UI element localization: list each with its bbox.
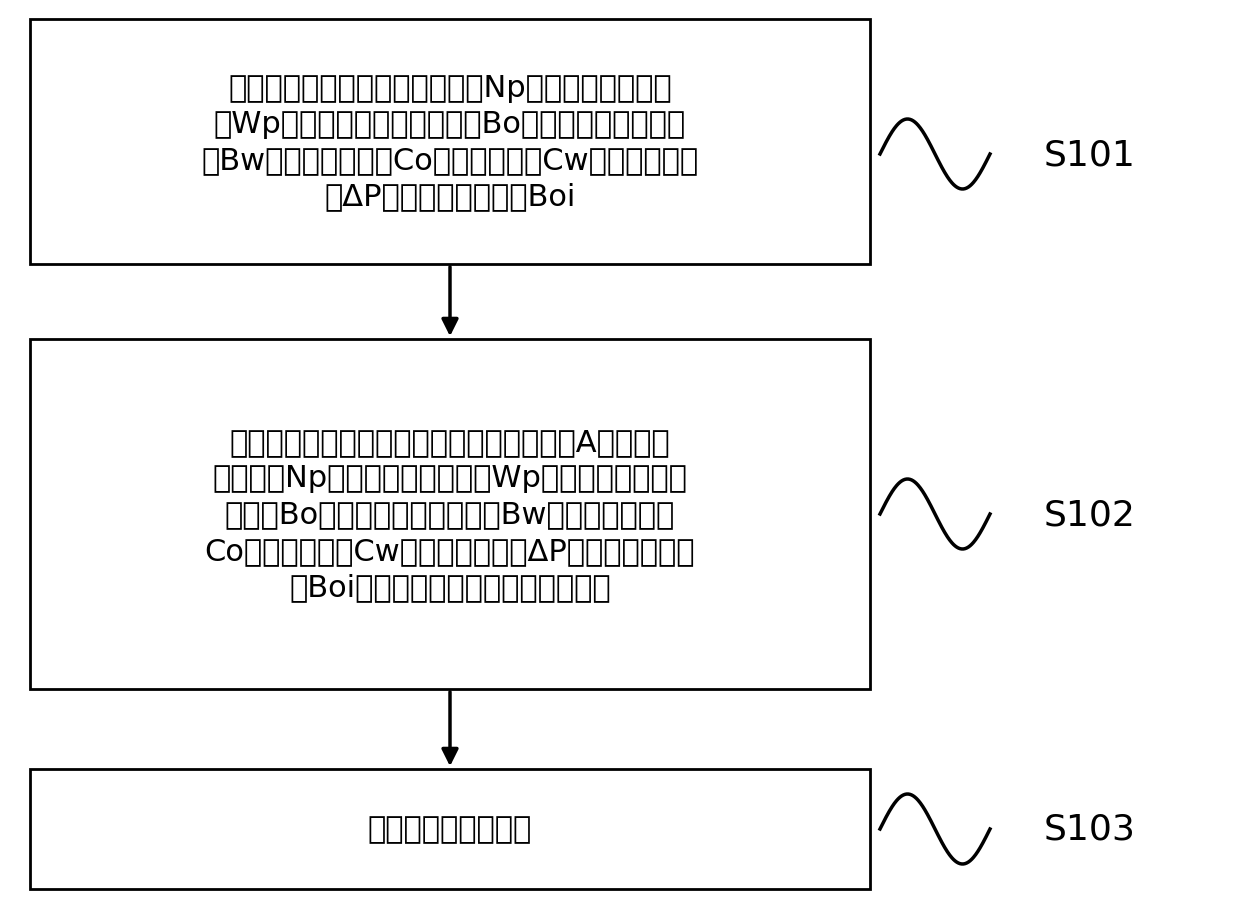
Text: 数Bw、原油压缩系数Co、水压缩系数Cw、油井生产压: 数Bw、原油压缩系数Co、水压缩系数Cw、油井生产压 [201,146,698,175]
Text: 数Boi，计算获取缝洞单元的动态储量: 数Boi，计算获取缝洞单元的动态储量 [289,572,611,601]
Text: 差ΔP、原始油体积系数Boi: 差ΔP、原始油体积系数Boi [325,182,575,211]
Text: 将动态储量进行推送: 将动态储量进行推送 [368,814,532,844]
Text: 积系数Bo、产出地层水体积系数Bw、原油压缩系数: 积系数Bo、产出地层水体积系数Bw、原油压缩系数 [224,500,675,529]
Text: Co、水压缩系数Cw、油井生产压差ΔP、原始油体积系: Co、水压缩系数Cw、油井生产压差ΔP、原始油体积系 [205,537,696,565]
Text: S103: S103 [1044,812,1136,846]
Bar [30,20,870,265]
Text: S102: S102 [1044,497,1136,531]
Text: S101: S101 [1044,138,1136,172]
Bar [30,769,870,889]
Bar [30,340,870,690]
Text: 量Wp、产出地层原油体积系数Bo、产出地层水体积系: 量Wp、产出地层原油体积系数Bo、产出地层水体积系 [215,109,686,138]
Text: 积产出量Np、地层水累积产出量Wp、产出地层原油体: 积产出量Np、地层水累积产出量Wp、产出地层原油体 [212,464,687,493]
Text: 根据缝洞单元的封闭水体占缝洞体积百分比A、原油累: 根据缝洞单元的封闭水体占缝洞体积百分比A、原油累 [229,427,671,456]
Text: 获取缝洞单元的原油累积产出量Np、地层水累积产出: 获取缝洞单元的原油累积产出量Np、地层水累积产出 [228,74,672,102]
